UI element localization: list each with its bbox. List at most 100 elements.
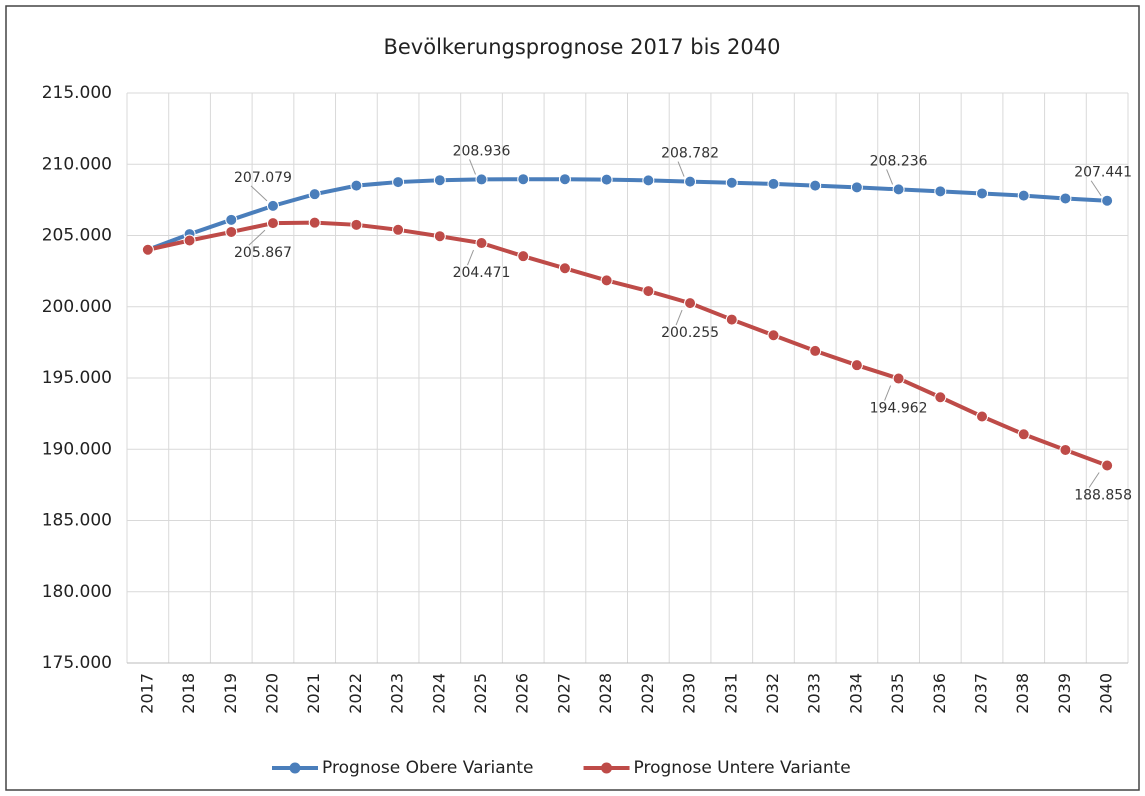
- data-label: 188.858: [1074, 488, 1132, 504]
- data-point: [642, 174, 655, 187]
- x-tick-label: 2017: [137, 673, 156, 714]
- data-point: [684, 297, 697, 310]
- data-point: [1059, 443, 1072, 456]
- legend-label: Prognose Obere Variante: [322, 758, 534, 778]
- y-tick-label: 215.000: [42, 83, 112, 103]
- data-label: 208.936: [453, 143, 511, 159]
- data-label: 204.471: [453, 265, 511, 281]
- x-tick-label: 2034: [846, 673, 865, 714]
- data-point: [892, 183, 905, 196]
- data-point: [392, 223, 405, 236]
- data-point: [141, 243, 154, 256]
- data-point: [475, 237, 488, 250]
- data-point: [767, 177, 780, 190]
- data-point: [475, 173, 488, 186]
- label-leader: [886, 169, 894, 185]
- chart-frame: [5, 5, 1140, 791]
- data-point: [600, 173, 613, 186]
- chart-title: Bevölkerungsprognose 2017 bis 2040: [383, 35, 780, 59]
- data-point: [350, 218, 363, 231]
- data-label: 208.236: [870, 153, 928, 169]
- label-leader: [1088, 472, 1100, 488]
- series-line: [147, 177, 1108, 252]
- data-label: 207.079: [234, 170, 292, 186]
- data-point: [1101, 194, 1114, 207]
- data-point: [850, 359, 863, 372]
- data-point: [1017, 428, 1030, 441]
- x-tick-label: 2027: [554, 673, 573, 714]
- label-leader: [884, 385, 892, 401]
- x-tick-label: 2019: [221, 673, 240, 714]
- label-leader: [675, 309, 683, 326]
- data-point: [976, 187, 989, 200]
- y-tick-label: 205.000: [42, 226, 112, 246]
- legend-label: Prognose Untere Variante: [634, 758, 851, 778]
- data-point: [350, 179, 363, 192]
- x-tick-label: 2033: [805, 673, 824, 714]
- data-point: [684, 175, 697, 188]
- data-point: [183, 234, 196, 247]
- data-point: [809, 179, 822, 192]
- data-point: [266, 199, 279, 212]
- data-point: [517, 173, 530, 186]
- y-tick-label: 210.000: [42, 154, 112, 174]
- label-leader: [248, 229, 266, 246]
- data-point: [600, 274, 613, 287]
- x-tick-label: 2024: [429, 673, 448, 714]
- data-label: 208.782: [661, 146, 719, 162]
- y-tick-label: 195.000: [42, 368, 112, 388]
- data-point: [392, 176, 405, 189]
- data-point: [308, 216, 321, 229]
- data-point: [892, 372, 905, 385]
- series-line: [147, 220, 1108, 468]
- x-tick-label: 2026: [513, 673, 532, 714]
- y-tick-label: 175.000: [42, 653, 112, 673]
- data-point: [809, 344, 822, 357]
- y-tick-label: 190.000: [42, 439, 112, 459]
- data-point: [225, 213, 238, 226]
- data-point: [642, 285, 655, 298]
- data-point: [976, 410, 989, 423]
- x-tick-label: 2030: [680, 673, 699, 714]
- x-tick-label: 2036: [930, 673, 949, 714]
- x-tick-label: 2021: [304, 673, 323, 714]
- data-label: 200.255: [661, 325, 719, 341]
- x-tick-label: 2018: [179, 673, 198, 714]
- x-tick-label: 2020: [262, 673, 281, 714]
- label-leader: [677, 161, 685, 177]
- x-tick-label: 2032: [763, 673, 782, 714]
- label-leader: [467, 249, 474, 266]
- data-label: 205.867: [234, 245, 292, 261]
- data-point: [433, 230, 446, 243]
- label-leader: [1090, 180, 1102, 196]
- x-tick-label: 2025: [471, 673, 490, 714]
- label-leader: [469, 159, 476, 175]
- label-leader: [250, 185, 268, 202]
- y-tick-label: 180.000: [42, 582, 112, 602]
- data-point: [1059, 192, 1072, 205]
- data-point: [725, 176, 738, 189]
- data-point: [558, 173, 571, 186]
- x-tick-label: 2031: [721, 673, 740, 714]
- x-tick-label: 2039: [1055, 673, 1074, 714]
- data-label: 207.441: [1074, 165, 1132, 181]
- data-point: [225, 225, 238, 238]
- data-point: [558, 262, 571, 275]
- y-tick-label: 200.000: [42, 297, 112, 317]
- y-tick-label: 185.000: [42, 511, 112, 531]
- x-tick-label: 2035: [888, 673, 907, 714]
- data-point: [934, 391, 947, 404]
- data-point: [433, 174, 446, 187]
- x-tick-label: 2037: [972, 673, 991, 714]
- data-point: [1101, 459, 1114, 472]
- data-label: 194.962: [870, 401, 928, 417]
- x-tick-label: 2023: [388, 673, 407, 714]
- legend-marker: [289, 762, 301, 774]
- legend-marker: [601, 762, 613, 774]
- data-point: [725, 313, 738, 326]
- x-tick-label: 2040: [1097, 673, 1116, 714]
- x-tick-label: 2029: [638, 673, 657, 714]
- x-tick-label: 2028: [596, 673, 615, 714]
- data-point: [308, 188, 321, 201]
